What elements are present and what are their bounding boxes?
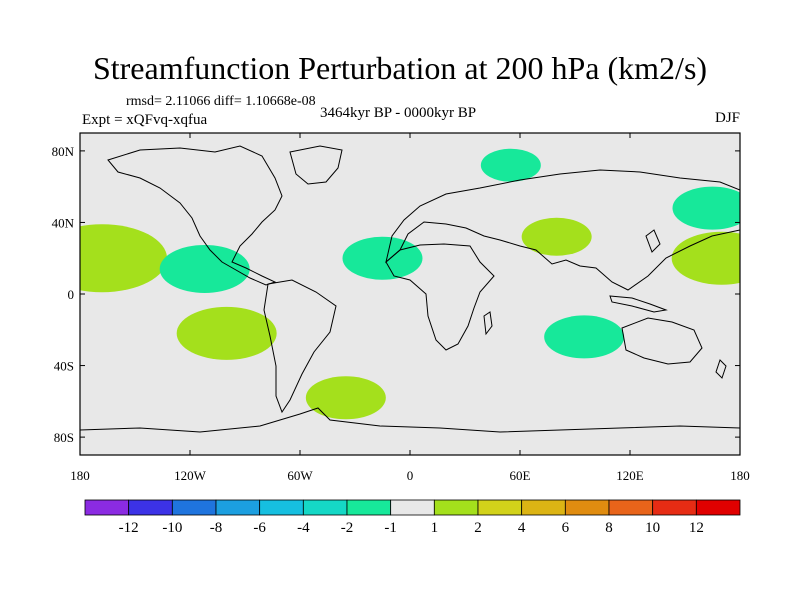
- lon-tick-label: 180: [730, 468, 750, 483]
- feature-west-pacific-high: [671, 231, 740, 285]
- colorbar-swatch: [215, 499, 261, 516]
- contour-level: [521, 217, 592, 256]
- feature-north-atlantic-low: [342, 236, 423, 280]
- chart-title: Streamfunction Perturbation at 200 hPa (…: [92, 50, 708, 86]
- contour-level: [80, 224, 167, 293]
- colorbar-swatch: [477, 499, 523, 516]
- coast-antarctica: [80, 407, 740, 433]
- lat-tick-label: 80S: [54, 430, 74, 445]
- period-label: 3464kyr BP - 0000kyr BP: [320, 105, 477, 121]
- colorbar-swatch: [346, 499, 392, 516]
- lon-tick-label: 120W: [174, 468, 207, 483]
- coast-eurasia: [385, 169, 740, 291]
- colorbar-label: 1: [431, 520, 439, 536]
- colorbar-label: -6: [253, 520, 266, 536]
- colorbar-label: -8: [210, 520, 223, 536]
- colorbar-swatch: [390, 499, 435, 516]
- coast-japan: [645, 229, 661, 253]
- axis-ticks: 80N 40N 0 40S 80S 180 120W 60W 0 60E 120E 180: [52, 133, 750, 483]
- lat-tick-label: 80N: [52, 144, 75, 159]
- contour-level: [672, 186, 740, 230]
- contour-level: [671, 231, 740, 285]
- contour-level: [480, 148, 541, 182]
- coast-africa: [385, 243, 495, 351]
- colorbar-label: -4: [297, 520, 310, 536]
- coast-new-zealand: [715, 359, 727, 379]
- coast-australia: [621, 317, 703, 365]
- lat-tick-label: 40S: [54, 359, 74, 374]
- colorbar-label: 4: [518, 520, 526, 536]
- colorbar-label: 8: [605, 520, 613, 536]
- colorbar-swatch: [84, 499, 130, 516]
- contour-level: [342, 236, 423, 280]
- lat-tick-label: 0: [68, 287, 75, 302]
- map-background: [80, 133, 740, 455]
- lon-tick-label: 60E: [510, 468, 531, 483]
- coast-south-america: [263, 279, 337, 414]
- feature-north-pacific-low: [672, 186, 740, 230]
- feature-south-atlantic-high: [305, 376, 386, 420]
- experiment-label: Expt = xQFvq-xqfua: [82, 112, 208, 128]
- colorbar-swatch: [128, 499, 173, 516]
- colorbar-label: 2: [474, 520, 482, 536]
- colorbar-swatch: [302, 499, 348, 516]
- coast-north-america: [107, 145, 283, 286]
- colorbar-swatch: [433, 499, 479, 516]
- coast-maritime: [609, 295, 668, 313]
- feature-indian-ocean-low: [544, 315, 625, 359]
- lat-tick-label: 40N: [52, 215, 75, 230]
- colorbar-label: 12: [689, 520, 704, 536]
- contour-level: [305, 376, 386, 420]
- coast-madagascar: [483, 311, 493, 336]
- colorbar-label: -1: [384, 520, 397, 536]
- colorbar-swatch: [171, 499, 217, 516]
- colorbar-swatch: [652, 499, 697, 516]
- feature-arctic-low: [480, 148, 541, 182]
- colorbar-label: -10: [162, 520, 182, 536]
- contour-fields: [80, 148, 740, 420]
- colorbar-label: 6: [562, 520, 570, 536]
- colorbar-swatch: [608, 499, 654, 516]
- contour-level: [159, 244, 250, 293]
- lon-tick-label: 0: [407, 468, 414, 483]
- coast-greenland: [289, 145, 343, 185]
- feature-south-pacific-high: [176, 306, 277, 360]
- stats-label: rmsd= 2.11066 diff= 1.10668e-08: [126, 94, 316, 109]
- feature-east-pacific-low: [159, 244, 250, 293]
- colorbar-label: 10: [645, 520, 660, 536]
- colorbar-swatch: [564, 499, 610, 516]
- colorbar-swatch: [695, 499, 741, 516]
- colorbar: -12 -10 -8 -6 -4 -2 -1 1 2 4 6 8 10 12: [84, 499, 741, 536]
- feature-asia-high: [521, 217, 592, 256]
- contour-level: [176, 306, 277, 360]
- colorbar-label: -2: [341, 520, 354, 536]
- colorbar-label: -12: [119, 520, 139, 536]
- coastlines: [80, 145, 740, 433]
- contour-level: [544, 315, 625, 359]
- colorbar-swatch: [259, 499, 304, 516]
- season-label: DJF: [714, 110, 740, 126]
- lon-tick-label: 180: [70, 468, 90, 483]
- lon-tick-label: 60W: [287, 468, 313, 483]
- lon-tick-label: 120E: [616, 468, 644, 483]
- colorbar-swatch: [521, 499, 566, 516]
- feature-central-pacific-high: [80, 224, 167, 293]
